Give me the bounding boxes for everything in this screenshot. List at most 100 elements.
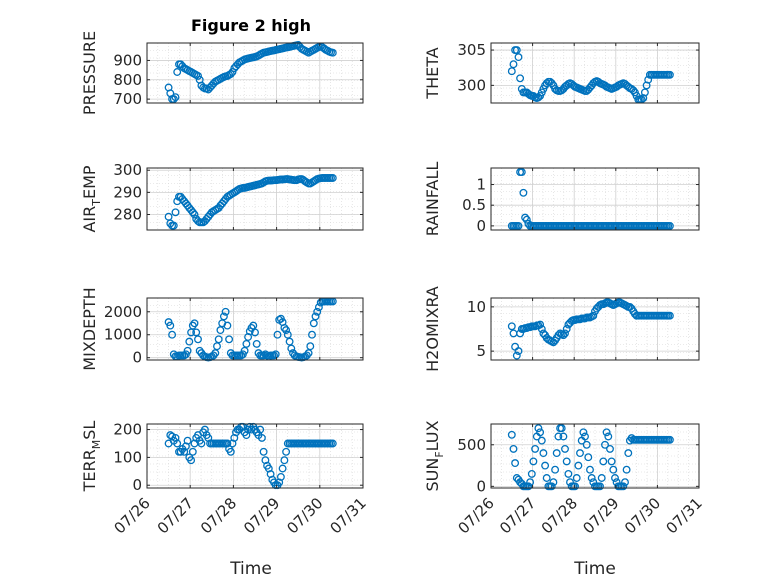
terr-msl-point [282,447,291,456]
air-temp-point [171,208,180,217]
air-temp-point [188,208,197,217]
h2omixra-point [514,347,523,356]
terr-msl-point [187,456,196,465]
mixdepth-series [164,297,337,362]
mixdepth-point [283,330,292,339]
terr-msl-point [200,425,209,434]
theta-point [512,46,521,55]
sun-flux-point [604,432,613,441]
sun-flux-point [579,428,588,437]
chart-sun-flux: 0 500 SUNFLUX 07/2607/2707/2807/2907/3007/3… [423,420,706,537]
mixdepth-point [190,319,199,328]
h2omixra-ylabel: H2OMIXRA [423,286,442,372]
sun-flux-point [606,444,614,453]
mixdepth-point [308,330,316,339]
air-temp-point [169,221,178,230]
rainfall-ytick-label: 1 [476,176,486,194]
terr-msl-ytick-label: 100 [113,448,142,466]
pressure-ytick-label: 700 [113,90,142,108]
pressure-point [171,93,180,102]
rainfall-axes-box [490,167,700,231]
theta-point [640,88,649,97]
terr-msl-point [256,425,265,434]
pressure-ytick-label: 900 [113,51,142,69]
sun-flux-point [551,465,560,474]
theta-point [629,86,638,95]
terr-msl-point [275,478,284,487]
mixdepth-point [311,312,320,321]
h2omixra-point [589,311,598,320]
terr-msl-ytick-label: 200 [113,421,142,439]
pressure-ylabel: PRESSURE [80,31,99,115]
terr-msl-point [278,464,287,473]
theta-point [665,70,674,79]
sun-flux-point [531,444,540,453]
h2omixra-point [512,351,521,360]
sun-flux-point [607,457,616,466]
x-axis-label-right: Time [573,559,616,579]
sun-flux-point [507,430,516,439]
xtick-label: 07/31 [327,494,370,537]
air-temp-axes-box [146,167,364,231]
air-temp-grid [146,168,364,230]
h2omixra-point [562,325,571,333]
mixdepth-point [309,319,318,328]
terr-msl-series [164,422,337,490]
rainfall-ytick-label: 0.5 [462,196,486,214]
mixdepth-point [252,339,261,348]
sun-flux-ytick-label: 0 [476,477,486,495]
mixdepth-point [185,337,194,346]
sun-flux-point [552,449,561,458]
mixdepth-point [314,303,323,312]
mixdepth-point [214,335,223,344]
sun-flux-point [509,444,518,453]
h2omixra-point [559,331,568,340]
chart-terr-msl: 0 100 200 TERRMSL 07/26 07/27 07/28 07/29 07/30 0… [80,421,370,538]
mixdepth-point [211,349,220,358]
mixdepth-point [273,330,282,339]
h2omixra-ytick-label: 5 [476,342,486,360]
rainfall-point [522,215,531,224]
sun-flux-point [622,465,631,474]
sun-flux-point [582,440,591,449]
h2omixra-point [537,325,546,333]
mixdepth-ytick-label: 2000 [104,303,142,321]
pressure-point [328,48,337,57]
theta-point [516,74,525,83]
sun-flux-point [624,449,633,458]
terr-msl-point [188,447,197,456]
mixdepth-point [209,351,218,360]
mixdepth-point [225,335,234,344]
mixdepth-point [313,307,322,316]
pressure-point [194,71,202,80]
mixdepth-point [213,342,221,351]
mixdepth-point [240,346,249,355]
mixdepth-point [192,328,201,337]
theta-ylabel: THETA [423,47,442,99]
mixdepth-point [221,307,230,316]
h2omixra-point [665,311,674,320]
sun-flux-point [586,465,594,474]
mixdepth-point [270,351,278,360]
rainfall-point [521,213,530,222]
sun-flux-point [581,432,589,441]
sun-flux-point [549,478,558,487]
xtick-label: 07/26 [455,494,498,537]
sun-flux-point [547,482,556,491]
mixdepth-point [242,339,251,348]
mixdepth-point [219,312,228,321]
h2omixra-point [507,322,516,331]
rainfall-ylabel: RAINFALL [423,162,442,237]
theta-point [514,53,523,62]
xtick-label: 07/26 [111,494,154,537]
theta-ytick-label: 300 [457,76,486,94]
mixdepth-ytick-label: 1000 [104,326,142,344]
terr-msl-point [276,472,285,481]
terr-msl-point [261,456,270,465]
mixdepth-ylabel: MIXDEPTH [80,287,99,370]
sun-flux-point [562,457,571,466]
sun-flux-point [534,424,543,433]
